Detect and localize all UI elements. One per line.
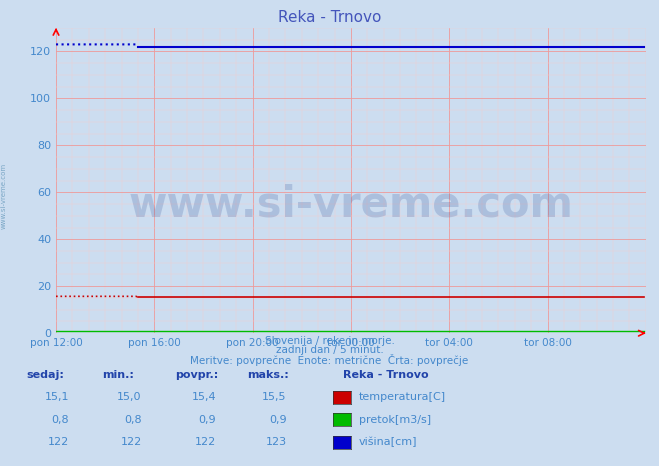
Text: 15,0: 15,0 — [117, 392, 142, 403]
Text: 122: 122 — [195, 437, 216, 447]
Text: Reka - Trnovo: Reka - Trnovo — [278, 10, 381, 25]
Text: min.:: min.: — [102, 370, 134, 380]
Text: Meritve: povprečne  Enote: metrične  Črta: povprečje: Meritve: povprečne Enote: metrične Črta:… — [190, 354, 469, 366]
Text: www.si-vreme.com: www.si-vreme.com — [0, 163, 7, 229]
Text: Slovenija / reke in morje.: Slovenija / reke in morje. — [264, 336, 395, 346]
Text: 0,8: 0,8 — [51, 415, 69, 425]
Text: povpr.:: povpr.: — [175, 370, 218, 380]
Text: zadnji dan / 5 minut.: zadnji dan / 5 minut. — [275, 345, 384, 356]
Text: 0,8: 0,8 — [124, 415, 142, 425]
Text: 15,4: 15,4 — [192, 392, 216, 403]
Text: 122: 122 — [48, 437, 69, 447]
Text: 0,9: 0,9 — [198, 415, 216, 425]
Text: Reka - Trnovo: Reka - Trnovo — [343, 370, 428, 380]
Text: maks.:: maks.: — [247, 370, 289, 380]
Text: 15,1: 15,1 — [45, 392, 69, 403]
Text: višina[cm]: višina[cm] — [359, 437, 418, 447]
Text: 15,5: 15,5 — [262, 392, 287, 403]
Text: sedaj:: sedaj: — [26, 370, 64, 380]
Text: temperatura[C]: temperatura[C] — [359, 392, 446, 403]
Text: 122: 122 — [121, 437, 142, 447]
Text: 0,9: 0,9 — [269, 415, 287, 425]
Text: pretok[m3/s]: pretok[m3/s] — [359, 415, 431, 425]
Text: 123: 123 — [266, 437, 287, 447]
Text: www.si-vreme.com: www.si-vreme.com — [129, 184, 573, 226]
